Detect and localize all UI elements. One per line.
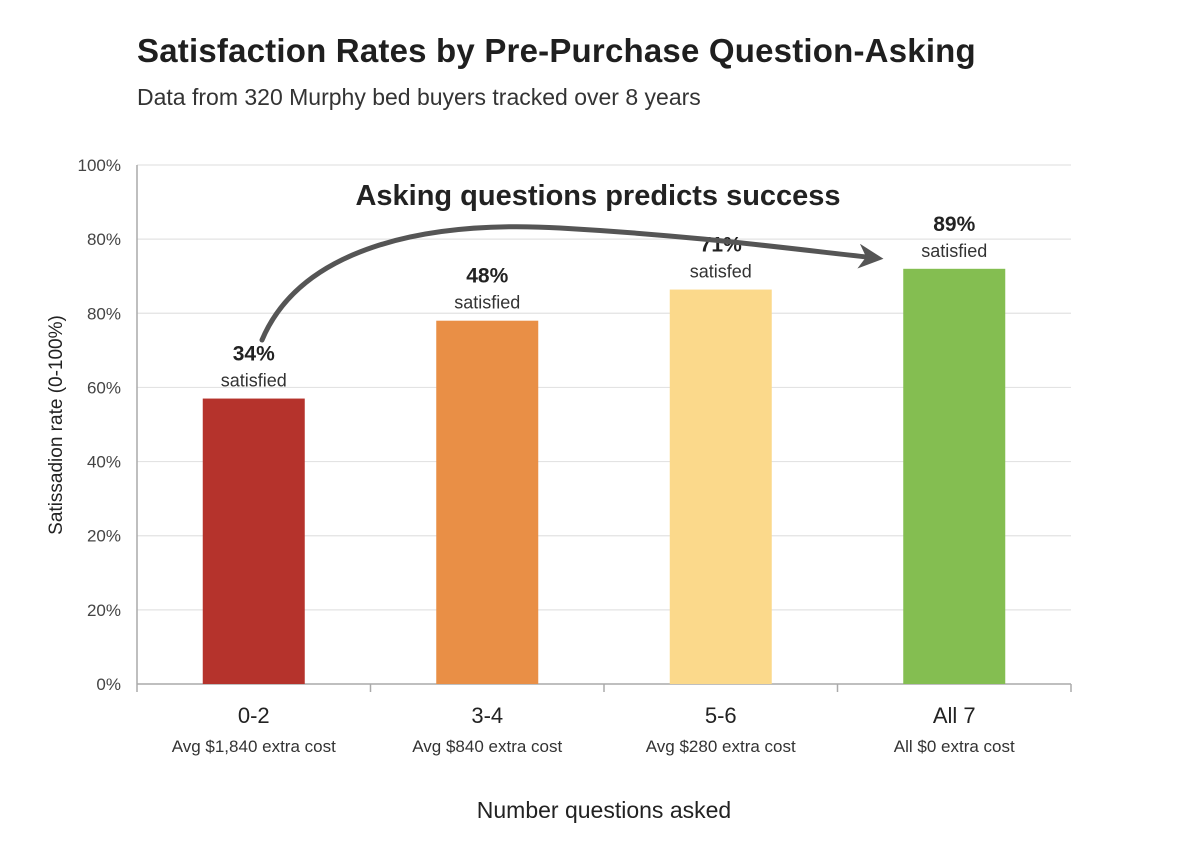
bar-value-label: 48% (466, 265, 508, 288)
y-tick-label: 0% (96, 675, 121, 694)
annotation-text: Asking questions predicts success (355, 180, 840, 212)
x-category-sublabel: Avg $280 extra cost (646, 737, 796, 756)
chart-title: Satisfaction Rates by Pre-Purchase Quest… (137, 32, 976, 69)
bar (202, 398, 305, 684)
bar (436, 320, 539, 684)
trend-arrow (259, 224, 884, 343)
x-axis-label: Number questions asked (477, 797, 731, 823)
x-category-label: All 7 (933, 703, 976, 728)
y-tick-label: 20% (87, 601, 121, 620)
bar-value-label: 89% (933, 213, 975, 236)
y-tick-label: 80% (87, 304, 121, 323)
bar-value-sublabel: satisfied (454, 293, 520, 313)
bar-value-sublabel: satisfied (221, 371, 287, 391)
x-category-label: 0-2 (238, 703, 270, 728)
x-category-sublabel: Avg $840 extra cost (412, 737, 562, 756)
bar (903, 268, 1006, 684)
chart-subtitle: Data from 320 Murphy bed buyers tracked … (137, 84, 701, 110)
x-category-sublabel: All $0 extra cost (894, 737, 1015, 756)
y-tick-label: 40% (87, 453, 121, 472)
x-category-label: 5-6 (705, 703, 737, 728)
y-tick-label: 100% (78, 156, 121, 175)
bar (669, 289, 772, 684)
x-category-sublabel: Avg $1,840 extra cost (172, 737, 336, 756)
y-axis-label: Satissadion rate (0-100%) (46, 315, 67, 535)
bar-value-sublabel: satisfed (690, 262, 752, 282)
bar-value-sublabel: satisfied (921, 241, 987, 261)
y-tick-label: 80% (87, 230, 121, 249)
bar-value-label: 34% (233, 343, 275, 366)
y-tick-label: 20% (87, 527, 121, 546)
y-tick-label: 60% (87, 378, 121, 397)
x-category-label: 3-4 (471, 703, 503, 728)
